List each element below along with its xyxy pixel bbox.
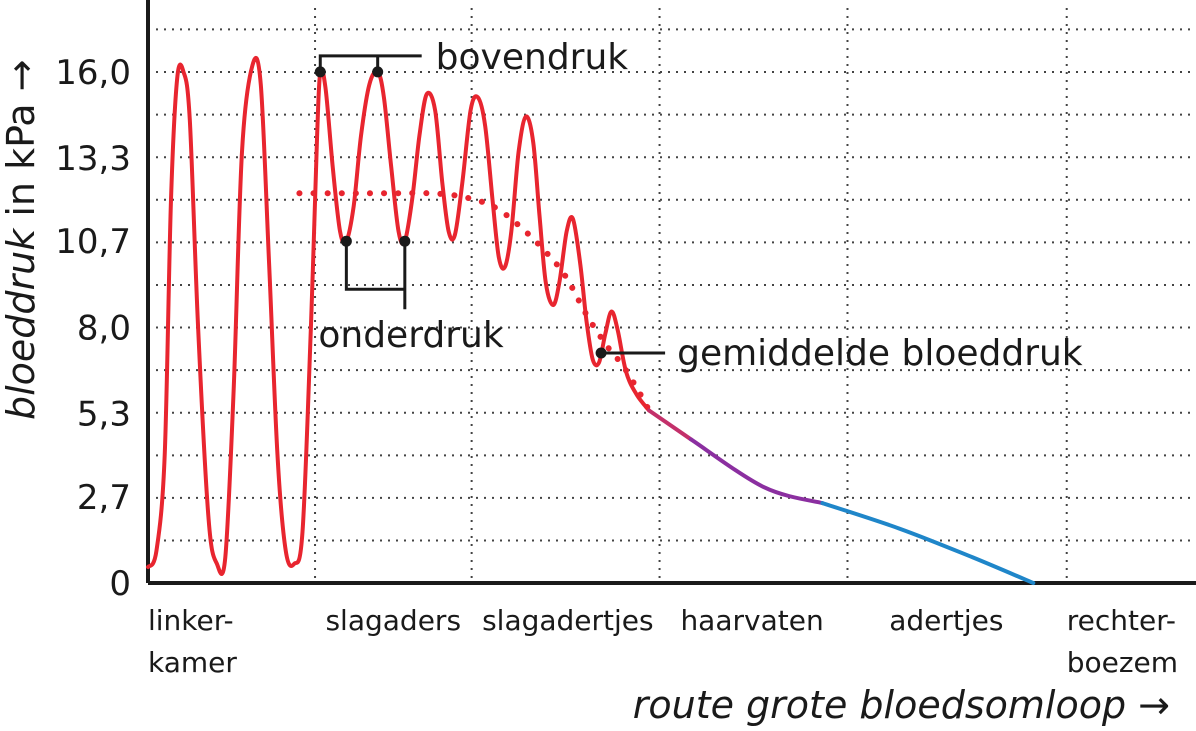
marker-bovendruk-1 (314, 66, 326, 78)
x-category-labels: linker-kamer slagaders slagadertjes haarvat… (148, 604, 1178, 679)
y-axis-title: bloeddruk in kPa → (0, 60, 43, 420)
gemiddelde-label: gemiddelde bloeddruk (677, 333, 1083, 374)
y-tick-label: 2,7 (77, 478, 131, 518)
marker-bovendruk-2 (372, 66, 384, 78)
series-blue (820, 501, 1036, 585)
y-tick-label: 13,3 (55, 139, 131, 179)
y-axis-title-italic: bloeddruk (0, 227, 43, 420)
x-axis-title: route grote bloedsomloop → (633, 683, 1170, 727)
x-category-label: adertjes (889, 604, 1003, 637)
y-tick-labels: 0 2,7 5,3 8,0 10,7 13,3 16,0 (55, 53, 131, 604)
y-tick-label: 5,3 (77, 395, 131, 435)
y-tick-label: 16,0 (55, 53, 131, 93)
y-tick-label: 10,7 (55, 222, 131, 262)
series-red-dotted (296, 190, 653, 414)
y-axis-title-rest: in kPa → (0, 60, 43, 229)
bovendruk-bracket (318, 54, 422, 72)
x-category-label: linker-kamer (148, 604, 237, 679)
series-group (146, 55, 1036, 585)
marker-onderdruk-2 (399, 235, 411, 247)
onderdruk-bracket (344, 241, 407, 310)
marker-onderdruk-1 (340, 235, 352, 247)
axes (146, 0, 1196, 585)
x-category-label: slagadertjes (482, 604, 654, 637)
x-category-label: haarvaten (680, 604, 823, 637)
svg-text:bloeddruk in kPa →: bloeddruk in kPa → (0, 60, 43, 420)
onderdruk-annotation: onderdruk (318, 241, 504, 356)
marker-gemiddelde (595, 347, 607, 359)
y-tick-label: 8,0 (77, 308, 131, 348)
y-tick-label: 0 (109, 564, 131, 604)
markers (314, 66, 607, 359)
gemiddelde-annotation: gemiddelde bloeddruk (601, 333, 1083, 374)
bovendruk-annotation: bovendruk (318, 37, 629, 78)
x-category-label: rechter-boezem (1067, 604, 1178, 679)
series-red-purple (647, 408, 693, 442)
series-red-solid (146, 55, 652, 576)
onderdruk-label: onderdruk (318, 315, 503, 356)
bovendruk-label: bovendruk (436, 37, 629, 78)
annotations: bovendruk onderdruk gemiddelde bloeddruk (318, 37, 1082, 374)
series-purple (688, 437, 825, 506)
grid (148, 8, 1192, 583)
x-category-label: slagaders (325, 604, 461, 637)
